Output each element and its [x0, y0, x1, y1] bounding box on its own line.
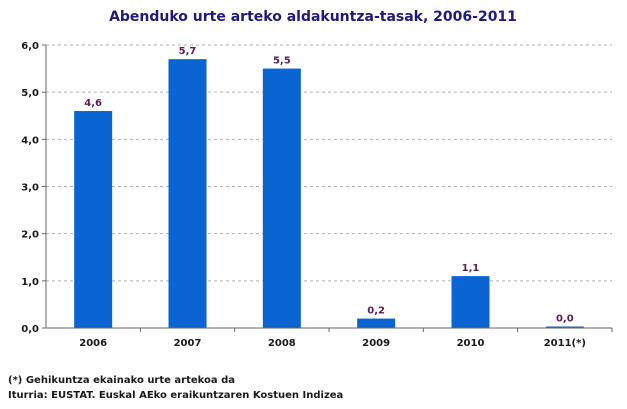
- x-tick-label: 2006: [79, 338, 107, 349]
- y-tick-label: 0,0: [21, 324, 39, 335]
- chart-title: Abenduko urte arteko aldakuntza-tasak, 2…: [109, 9, 517, 25]
- data-label: 5,5: [273, 56, 291, 67]
- y-tick-label: 2,0: [21, 230, 39, 241]
- y-tick-label: 6,0: [21, 41, 39, 52]
- x-tick-label: 2008: [268, 338, 296, 349]
- bar: [357, 318, 396, 328]
- x-tick-label: 2007: [174, 338, 202, 349]
- footnote: (*) Gehikuntza ekainako urte artekoa da: [8, 375, 236, 386]
- data-label: 0,2: [367, 306, 385, 317]
- y-axis: 0,0 1,0 2,0 3,0 4,0 5,0 6,0: [21, 41, 47, 335]
- bar: [74, 111, 113, 329]
- y-tick-label: 4,0: [21, 135, 39, 146]
- data-label: 1,1: [462, 263, 480, 274]
- bar: [545, 326, 584, 328]
- x-tick-label: 2011(*): [544, 338, 586, 349]
- y-tick-label: 3,0: [21, 183, 39, 194]
- bar: [451, 276, 490, 328]
- y-tick-label: 1,0: [21, 277, 39, 288]
- bars: [74, 59, 584, 329]
- source-note: Iturria: EUSTAT. Euskal AEko eraikuntzar…: [8, 390, 344, 401]
- y-tick-label: 5,0: [21, 88, 39, 99]
- data-labels: 4,6 5,7 5,5 0,2 1,1 0,0: [84, 46, 573, 324]
- x-axis: 2006 2007 2008 2009 2010 2011(*): [46, 327, 613, 349]
- x-tick-label: 2009: [362, 338, 390, 349]
- gridlines: [46, 44, 612, 282]
- data-label: 4,6: [84, 98, 102, 109]
- data-label: 0,0: [556, 314, 574, 325]
- data-label: 5,7: [179, 46, 197, 57]
- x-tick-label: 2010: [457, 338, 485, 349]
- bar: [168, 59, 207, 329]
- bar: [262, 68, 301, 328]
